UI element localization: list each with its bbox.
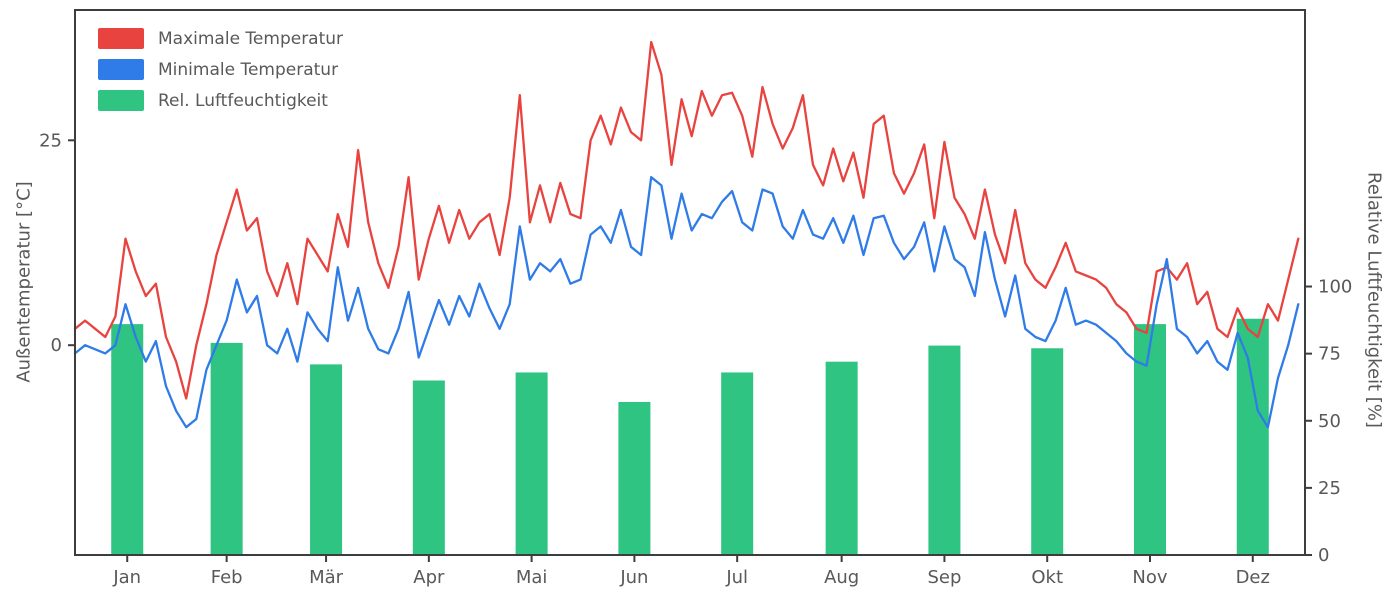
legend-item-min-temp: Minimale Temperatur: [98, 59, 343, 80]
humidity-bar: [1031, 348, 1064, 555]
legend-label-max-temp: Maximale Temperatur: [158, 28, 344, 49]
plot-border: [74, 9, 1306, 556]
x-tick-label: Mär: [309, 567, 344, 588]
humidity-bar: [310, 364, 343, 555]
x-tick-label: Apr: [413, 567, 445, 588]
humidity-bar: [210, 342, 243, 555]
right-axis-title: Relative Luftfeuchtigkeit [%]: [1363, 172, 1385, 428]
left-axis-title: Außentemperatur [°C]: [13, 181, 35, 383]
humidity-bar: [721, 372, 754, 555]
min-temp-line: [73, 176, 1300, 429]
humidity-bar: [1236, 318, 1269, 555]
x-tick-label: Jun: [619, 567, 648, 588]
legend: Maximale Temperatur Minimale Temperatur …: [88, 22, 354, 117]
humidity-swatch: [98, 90, 144, 111]
right-tick-label: 75: [1318, 344, 1341, 365]
humidity-bar: [618, 401, 651, 555]
humidity-bar: [111, 324, 144, 555]
humidity-bar: [515, 372, 548, 555]
humidity-bar: [412, 380, 445, 555]
legend-item-humidity: Rel. Luftfeuchtigkeit: [98, 90, 343, 111]
x-tick-label: Okt: [1031, 567, 1063, 588]
min-temp-swatch: [98, 59, 144, 80]
x-tick-label: Jul: [725, 567, 748, 588]
legend-item-max-temp: Maximale Temperatur: [98, 28, 343, 49]
x-tick-label: Dez: [1236, 567, 1270, 588]
max-temp-swatch: [98, 28, 144, 49]
right-tick-label: 50: [1318, 411, 1341, 432]
max-temp-line: [73, 40, 1300, 400]
legend-label-min-temp: Minimale Temperatur: [158, 59, 339, 80]
x-tick-label: Nov: [1132, 567, 1167, 588]
x-tick-label: Aug: [824, 567, 859, 588]
x-tick-label: Mai: [516, 567, 548, 588]
humidity-bar: [825, 361, 858, 555]
left-tick-label: 0: [51, 335, 62, 356]
x-tick-label: Jan: [112, 567, 141, 588]
right-tick-label: 25: [1318, 478, 1341, 499]
humidity-bar: [928, 345, 961, 555]
legend-label-humidity: Rel. Luftfeuchtigkeit: [158, 90, 328, 111]
x-tick-label: Feb: [211, 567, 243, 588]
right-tick-label: 100: [1318, 277, 1352, 298]
right-tick-label: 0: [1318, 545, 1329, 566]
left-tick-label: 25: [39, 130, 62, 151]
x-tick-label: Sep: [927, 567, 961, 588]
humidity-bar: [1133, 324, 1166, 555]
